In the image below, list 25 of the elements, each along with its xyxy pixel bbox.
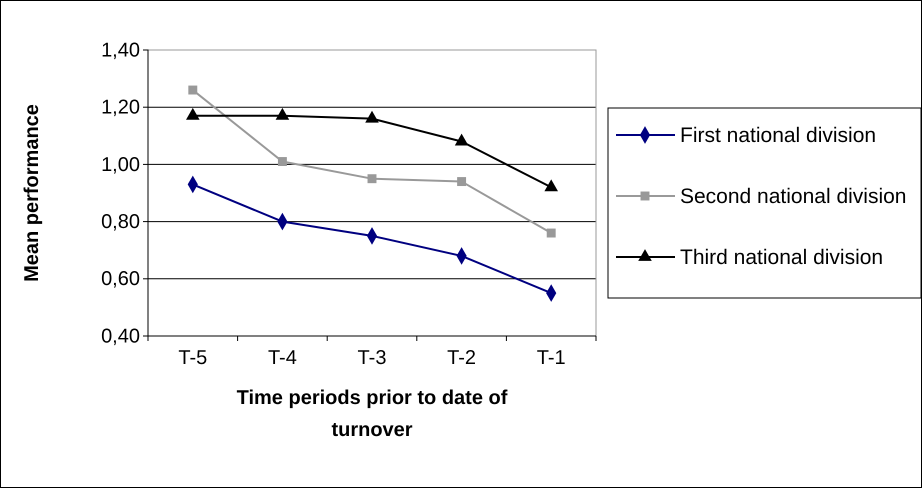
x-tick-label: T-4 <box>268 347 297 370</box>
y-tick-label: 0,40 <box>101 325 140 348</box>
point <box>278 157 287 166</box>
x-axis-title: Time periods prior to date of turnover <box>236 387 508 441</box>
y-axis-title: Mean performance <box>21 104 43 282</box>
x-tick-label: T-2 <box>447 347 476 370</box>
x-tick-label: T-3 <box>358 347 386 370</box>
x-tick-label: T-1 <box>536 347 566 370</box>
point <box>186 108 200 120</box>
y-tick-label: 1,00 <box>101 154 140 176</box>
point <box>368 174 376 184</box>
legend-label: First national division <box>680 124 876 147</box>
y-tick-label: 0,80 <box>101 211 140 233</box>
legend-label: Third national division <box>680 246 884 269</box>
y-tick-label: 1,20 <box>101 96 140 119</box>
point <box>546 228 556 238</box>
x-tick-label: T-5 <box>178 347 208 370</box>
point <box>457 177 466 186</box>
y-tick-label: 1,40 <box>101 39 140 62</box>
point <box>365 110 379 123</box>
y-tick-label: 0,60 <box>101 268 140 290</box>
point <box>276 108 290 120</box>
point <box>454 134 468 146</box>
point <box>544 179 558 192</box>
legend-label: Second national division <box>680 185 906 208</box>
